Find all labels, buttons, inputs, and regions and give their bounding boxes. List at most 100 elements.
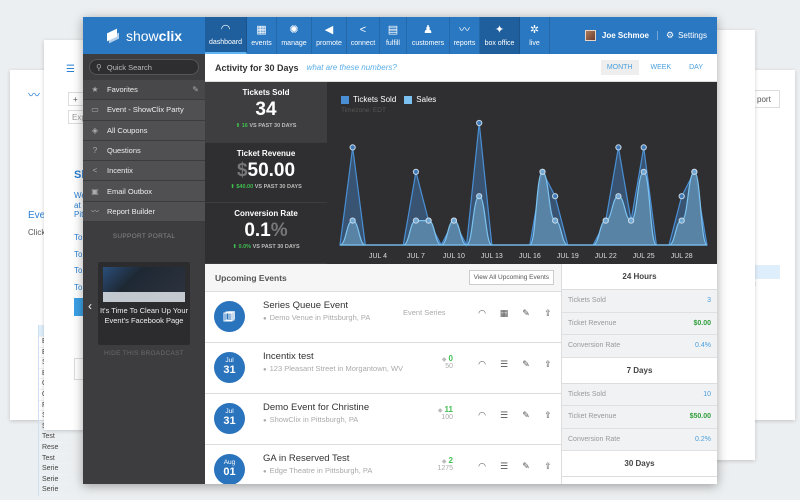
user-name[interactable]: Joe Schmoe: [602, 31, 659, 40]
stat-ticket-revenue[interactable]: Ticket Revenue $50.00 ⬆ $40.00 VS PAST 3…: [205, 143, 327, 204]
table-row: Serie: [39, 475, 68, 486]
main-nav: ◠ dashboard ▦ events ✺ manage ◀ promote < con…: [205, 17, 550, 54]
nav-events[interactable]: ▦ events: [247, 17, 277, 54]
edit-icon[interactable]: ✎: [522, 308, 530, 318]
range-month[interactable]: MONTH: [600, 60, 639, 75]
dashboard-icon[interactable]: ◠: [478, 410, 486, 420]
tag-icon: ◆: [437, 408, 443, 414]
nav-connect[interactable]: < connect: [347, 17, 380, 54]
export-icon[interactable]: ⇪: [544, 461, 552, 471]
calendar-icon[interactable]: ▦: [499, 308, 509, 318]
arrow-up-icon: ⬆: [235, 123, 242, 129]
hide-broadcast-link[interactable]: HIDE THIS BROADCAST: [104, 350, 184, 357]
edit-icon[interactable]: ✎: [522, 461, 530, 471]
list-icon[interactable]: ☰: [499, 410, 509, 420]
event-row[interactable]: Aug 01 GA in Reserved Test ● Edge Theatre …: [205, 445, 561, 484]
dashboard-icon[interactable]: ◠: [478, 461, 486, 471]
gauge-icon: ◠: [220, 23, 231, 35]
support-portal-link[interactable]: SUPPORT PORTAL: [112, 233, 176, 241]
export-icon[interactable]: ⇪: [544, 359, 552, 369]
edit-icon[interactable]: ✎: [522, 410, 530, 420]
background-link[interactable]: To: [74, 266, 83, 275]
pin-icon: ●: [263, 367, 267, 373]
showclix-logo[interactable]: show clix: [83, 17, 205, 54]
list-icon: ☰: [66, 64, 75, 75]
summary-row: Tickets Sold 3: [562, 290, 717, 313]
sidebar-item-incentix[interactable]: < Incentix: [83, 161, 205, 182]
event-row[interactable]: Series Queue Event ● Demo Venue in Pittsb…: [205, 292, 561, 343]
event-date-badge: Aug 01: [214, 454, 245, 484]
event-venue: ● Edge Theatre in Pittsburgh, PA: [263, 466, 373, 475]
broadcast-card[interactable]: It's Time To Clean Up Your Event's Faceb…: [98, 262, 190, 345]
nav-label: reports: [453, 40, 476, 47]
nav-box-office[interactable]: ✦ box office: [480, 17, 520, 54]
event-name[interactable]: Incentix test: [263, 351, 314, 362]
summary-heading-7d: 7 Days: [562, 357, 717, 384]
view-all-upcoming-button[interactable]: View All Upcoming Events: [468, 270, 554, 285]
background-button[interactable]: [74, 298, 84, 316]
card-text: Pit: [74, 210, 84, 219]
summary-row: Ticket Revenue $0.00: [562, 312, 717, 335]
list-icon[interactable]: ☰: [499, 359, 509, 369]
nav-label: box office: [484, 40, 515, 47]
table-row: Rese: [39, 443, 68, 454]
activity-chart[interactable]: JUL 4 JUL 7 JUL 10 JUL 13 JUL 16 JUL 19 JUL 22…: [327, 82, 717, 264]
nav-label: events: [251, 40, 272, 47]
nav-live[interactable]: ✲ live: [520, 17, 550, 54]
nav-customers[interactable]: ♟ customers: [407, 17, 450, 54]
event-name[interactable]: GA in Reserved Test: [263, 453, 350, 464]
export-icon[interactable]: ⇪: [544, 308, 552, 318]
event-row[interactable]: Jul 31 Incentix test ● 123 Pleasant Street…: [205, 343, 561, 394]
event-name[interactable]: Demo Event for Christine: [263, 402, 370, 413]
nav-promote[interactable]: ◀ promote: [312, 17, 347, 54]
edit-favorites-icon[interactable]: ✎: [192, 85, 199, 95]
area-chart-plot[interactable]: JUL 4 JUL 7 JUL 10 JUL 13 JUL 16 JUL 19 JUL 22…: [327, 82, 717, 264]
stat-value: 0.1%: [244, 220, 288, 242]
dashboard-icon[interactable]: ◠: [478, 359, 486, 369]
list-icon[interactable]: ☰: [499, 461, 509, 471]
question-icon: ?: [92, 146, 98, 156]
stat-change: ⬆ $40.00 VS PAST 30 DAYS: [230, 183, 302, 190]
stat-conversion-rate[interactable]: Conversion Rate 0.1% ⬆ 0.0% VS PAST 30 D…: [205, 203, 327, 264]
gear-icon[interactable]: ⚙: [666, 30, 675, 40]
avatar[interactable]: [584, 30, 596, 41]
nav-dashboard[interactable]: ◠ dashboard: [205, 17, 247, 54]
sidebar-item-event-showclix-party[interactable]: ▭ Event - ShowClix Party: [83, 100, 205, 121]
background-link[interactable]: To: [74, 250, 83, 259]
settings-link[interactable]: Settings: [678, 31, 707, 40]
range-week[interactable]: WEEK: [650, 64, 672, 71]
users-icon: ♟: [423, 24, 433, 36]
logo-text-bold: clix: [158, 27, 183, 44]
sidebar-item-questions[interactable]: ? Questions: [83, 140, 205, 162]
sidebar-item-email-outbox[interactable]: ▣ Email Outbox: [83, 181, 205, 202]
nav-label: dashboard: [208, 39, 243, 46]
legend-tickets-sold[interactable]: Tickets Sold: [341, 95, 396, 104]
activity-title: Activity for 30 Days: [215, 62, 299, 73]
nav-manage[interactable]: ✺ manage: [277, 17, 312, 54]
stat-label: Ticket Revenue: [236, 148, 296, 158]
svg-text:JUL 28: JUL 28: [671, 253, 693, 260]
event-name[interactable]: Series Queue Event: [263, 300, 349, 311]
background-link[interactable]: To: [74, 233, 83, 242]
svg-text:JUL 4: JUL 4: [369, 253, 387, 260]
event-date-badge: Jul 31: [214, 403, 245, 434]
dashboard-icon[interactable]: ◠: [478, 308, 486, 318]
quick-search-input[interactable]: ⚲ Quick Search: [89, 59, 199, 75]
nav-label: promote: [316, 40, 342, 47]
legend-sales[interactable]: Sales: [404, 95, 436, 104]
background-link[interactable]: To: [74, 283, 83, 292]
range-day[interactable]: DAY: [689, 64, 703, 71]
nav-fulfill[interactable]: ▤ fulfill: [380, 17, 407, 54]
event-row[interactable]: Jul 31 Demo Event for Christine ● ShowClix…: [205, 394, 561, 445]
help-link[interactable]: what are these numbers?: [306, 63, 397, 72]
stats-column: Tickets Sold 34 ⬆ 16 VS PAST 30 DAYS Tic…: [205, 82, 335, 264]
sidebar-item-all-coupons[interactable]: ◈ All Coupons: [83, 120, 205, 141]
export-icon[interactable]: ⇪: [544, 410, 552, 420]
stat-tickets-sold[interactable]: Tickets Sold 34 ⬆ 16 VS PAST 30 DAYS: [205, 82, 335, 143]
sidebar-item-favorites[interactable]: ★ Favorites ✎: [83, 80, 205, 101]
edit-icon[interactable]: ✎: [522, 359, 530, 369]
nav-reports[interactable]: 〰 reports: [450, 17, 480, 54]
trend-icon: 〰: [28, 88, 41, 102]
sidebar-item-report-builder[interactable]: 〰 Report Builder: [83, 201, 205, 223]
broadcast-prev-button[interactable]: ‹: [88, 299, 92, 313]
